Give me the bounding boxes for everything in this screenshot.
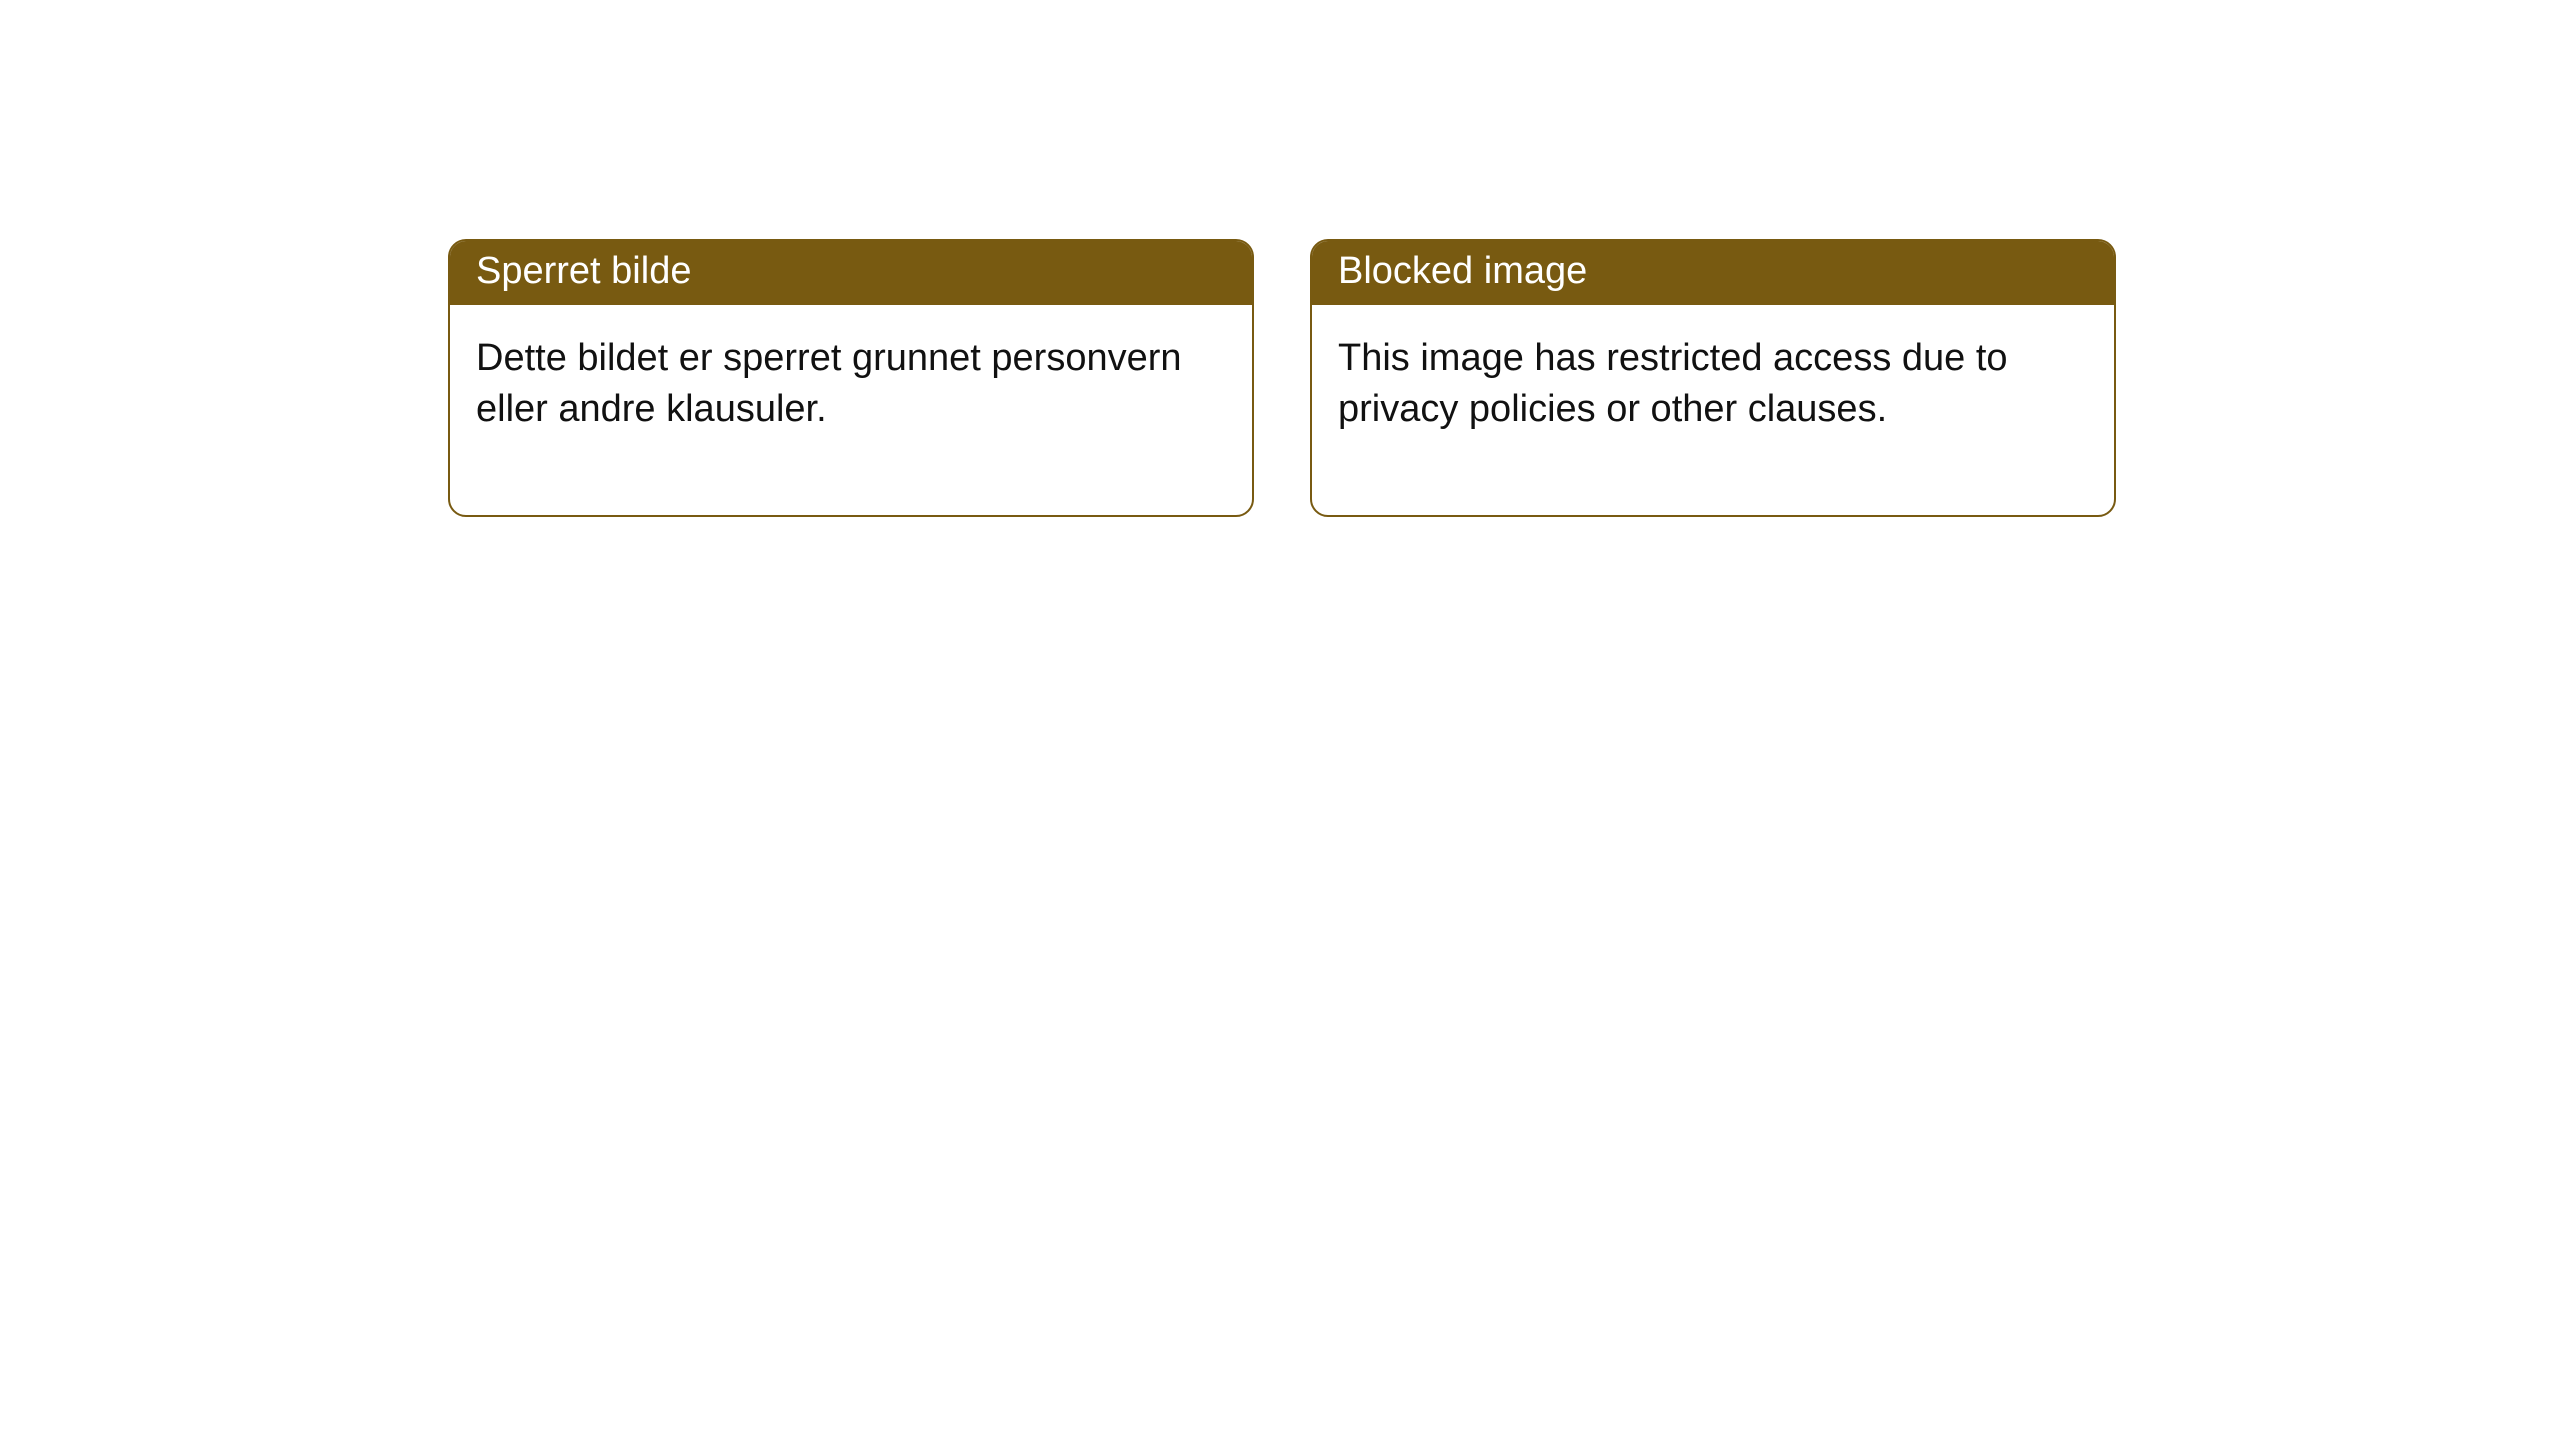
notice-card-no: Sperret bilde Dette bildet er sperret gr… xyxy=(448,239,1254,517)
notice-card-en: Blocked image This image has restricted … xyxy=(1310,239,2116,517)
notice-container: Sperret bilde Dette bildet er sperret gr… xyxy=(0,0,2560,517)
notice-header-en: Blocked image xyxy=(1312,241,2114,305)
notice-header-no: Sperret bilde xyxy=(450,241,1252,305)
notice-body-no: Dette bildet er sperret grunnet personve… xyxy=(450,305,1252,516)
notice-body-en: This image has restricted access due to … xyxy=(1312,305,2114,516)
